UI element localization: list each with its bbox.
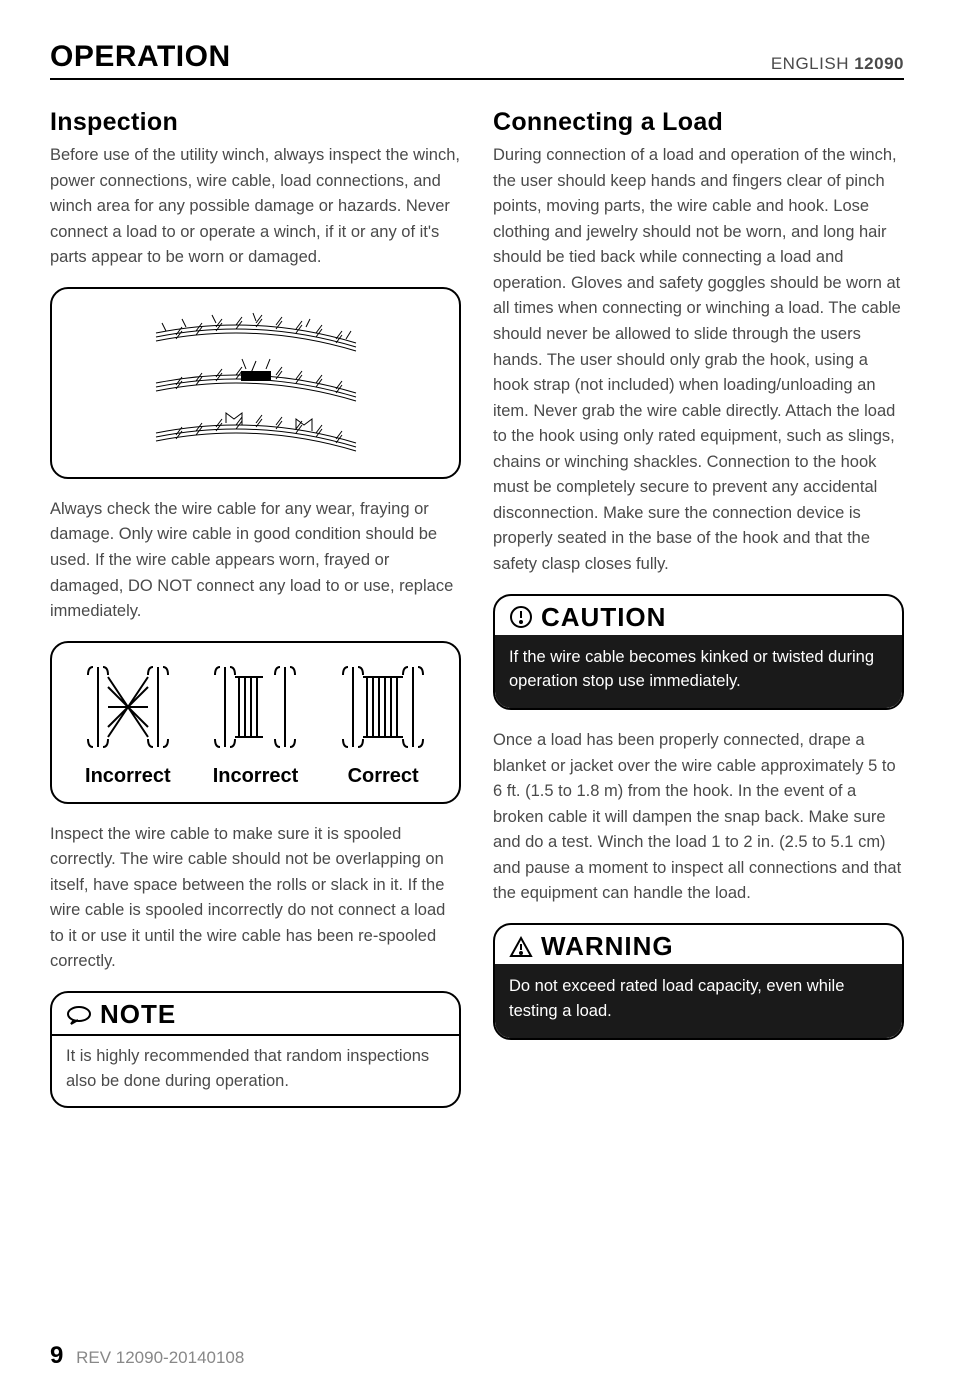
spool-incorrect-2: Incorrect	[205, 657, 305, 788]
note-icon	[66, 1005, 92, 1025]
model-number: 12090	[854, 54, 904, 73]
connecting-p2: Once a load has been properly connected,…	[493, 728, 904, 907]
frayed-cable-icon	[126, 303, 386, 463]
warning-title: WARNING	[541, 931, 674, 962]
header-language: ENGLISH 12090	[771, 54, 904, 74]
spool-label-1: Incorrect	[78, 765, 178, 788]
caution-icon	[509, 605, 533, 629]
note-body: It is highly recommended that random ins…	[52, 1036, 459, 1106]
page-number: 9	[50, 1342, 63, 1369]
warning-callout: WARNING Do not exceed rated load capacit…	[493, 923, 904, 1040]
caution-callout: CAUTION If the wire cable becomes kinked…	[493, 594, 904, 711]
inspection-heading: Inspection	[50, 108, 461, 137]
page-title: OPERATION	[50, 40, 231, 74]
left-column: Inspection Before use of the utility win…	[50, 108, 461, 1126]
connecting-heading: Connecting a Load	[493, 108, 904, 137]
caution-body: If the wire cable becomes kinked or twis…	[495, 635, 902, 709]
page-footer: 9 REV 12090-20140108	[50, 1342, 244, 1370]
spool-label-3: Correct	[333, 765, 433, 788]
warning-body: Do not exceed rated load capacity, even …	[495, 964, 902, 1038]
inspection-p2: Always check the wire cable for any wear…	[50, 497, 461, 625]
connecting-p1: During connection of a load and operatio…	[493, 143, 904, 578]
spool-correct: Correct	[333, 657, 433, 788]
caution-title: CAUTION	[541, 602, 666, 633]
warning-icon	[509, 936, 533, 958]
note-title-row: NOTE	[52, 993, 459, 1036]
spool-label-2: Incorrect	[205, 765, 305, 788]
caution-title-row: CAUTION	[495, 596, 902, 637]
warning-title-row: WARNING	[495, 925, 902, 966]
spool-gap-icon	[205, 657, 305, 757]
inspection-p1: Before use of the utility winch, always …	[50, 143, 461, 271]
spool-cross-icon	[78, 657, 178, 757]
note-title: NOTE	[100, 999, 176, 1030]
spool-correct-icon	[333, 657, 433, 757]
frayed-cable-figure	[50, 287, 461, 479]
spool-figure: Incorrect	[50, 641, 461, 804]
note-callout: NOTE It is highly recommended that rando…	[50, 991, 461, 1108]
spool-incorrect-1: Incorrect	[78, 657, 178, 788]
content-columns: Inspection Before use of the utility win…	[50, 108, 904, 1126]
revision-label: REV 12090-20140108	[76, 1348, 244, 1367]
right-column: Connecting a Load During connection of a…	[493, 108, 904, 1126]
language-label: ENGLISH	[771, 54, 849, 73]
page-header: OPERATION ENGLISH 12090	[50, 40, 904, 80]
inspection-p3: Inspect the wire cable to make sure it i…	[50, 822, 461, 975]
